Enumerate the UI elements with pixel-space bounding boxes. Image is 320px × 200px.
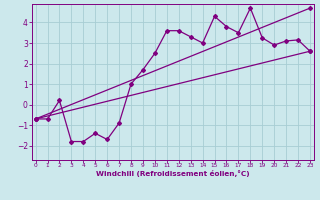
X-axis label: Windchill (Refroidissement éolien,°C): Windchill (Refroidissement éolien,°C) [96, 170, 250, 177]
